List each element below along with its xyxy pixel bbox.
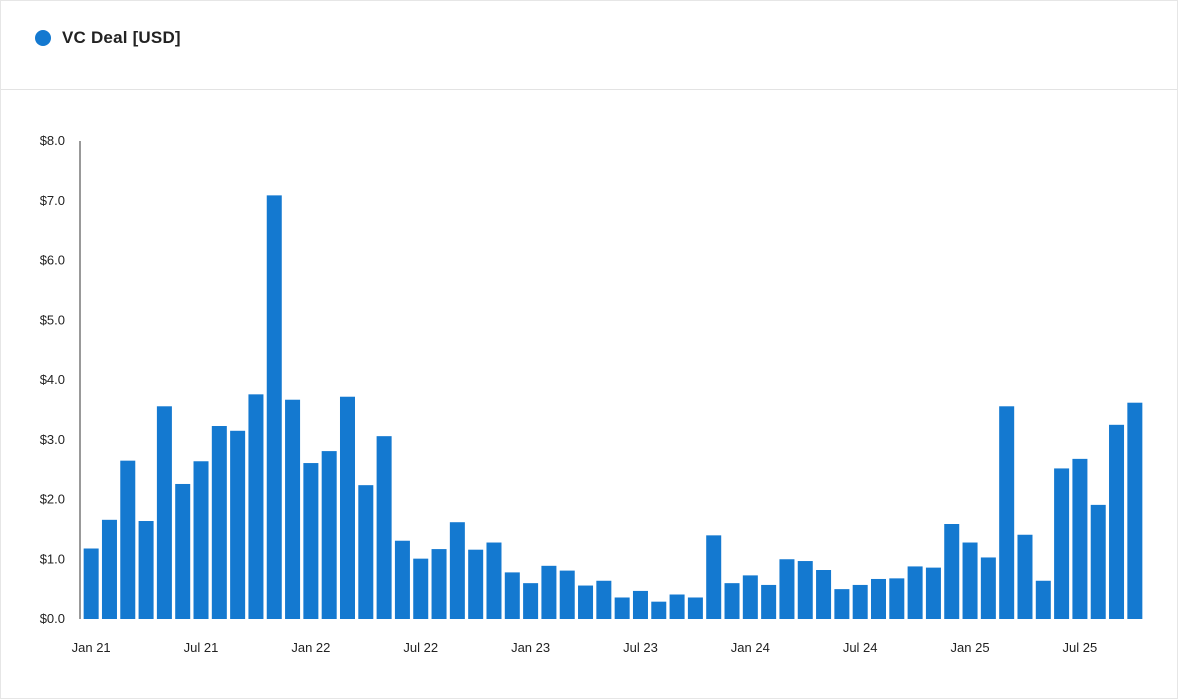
y-tick-label: $7.0 xyxy=(40,193,65,208)
y-axis-ticks: $0.0 $1.0 $2.0 $3.0 $4.0 $5.0 $6.0 $7.0 $8.0 xyxy=(40,133,65,626)
bar[interactable] xyxy=(706,535,722,619)
bar[interactable] xyxy=(449,522,465,619)
bar[interactable] xyxy=(632,590,648,619)
bar[interactable] xyxy=(1054,468,1070,619)
bar[interactable] xyxy=(156,406,172,619)
bar[interactable] xyxy=(999,406,1015,619)
bar[interactable] xyxy=(211,426,227,619)
y-tick-label: $0.0 xyxy=(40,611,65,626)
bar[interactable] xyxy=(1090,504,1106,619)
bar[interactable] xyxy=(468,549,484,619)
bar[interactable] xyxy=(285,399,301,619)
legend-bar: VC Deal [USD] xyxy=(1,1,1177,90)
bar[interactable] xyxy=(1035,580,1051,619)
bar[interactable] xyxy=(852,584,868,619)
bar[interactable] xyxy=(669,594,685,620)
x-tick-label: Jan 24 xyxy=(731,640,770,655)
bars-group xyxy=(83,195,1143,620)
bar[interactable] xyxy=(559,570,575,619)
bar[interactable] xyxy=(193,461,209,619)
bar[interactable] xyxy=(120,460,136,619)
bar[interactable] xyxy=(266,195,282,619)
bar[interactable] xyxy=(431,549,447,619)
bar[interactable] xyxy=(376,436,392,619)
bar[interactable] xyxy=(925,567,941,619)
bar[interactable] xyxy=(1072,458,1088,619)
bar[interactable] xyxy=(944,524,960,619)
bar[interactable] xyxy=(614,597,630,619)
y-tick-label: $6.0 xyxy=(40,253,65,268)
y-tick-label: $5.0 xyxy=(40,312,65,327)
bar[interactable] xyxy=(504,572,520,619)
bar[interactable] xyxy=(248,394,264,619)
y-tick-label: $4.0 xyxy=(40,372,65,387)
bar[interactable] xyxy=(1017,534,1033,619)
x-tick-label: Jul 22 xyxy=(403,640,438,655)
bar[interactable] xyxy=(816,570,832,619)
y-tick-label: $3.0 xyxy=(40,432,65,447)
bar[interactable] xyxy=(651,601,667,619)
x-tick-label: Jan 23 xyxy=(511,640,550,655)
legend-swatch xyxy=(35,30,51,46)
bar[interactable] xyxy=(413,558,429,619)
x-tick-label: Jul 21 xyxy=(184,640,219,655)
bar[interactable] xyxy=(761,584,777,619)
x-tick-label: Jul 23 xyxy=(623,640,658,655)
legend-item-vc-deal[interactable]: VC Deal [USD] xyxy=(35,28,181,48)
y-tick-label: $8.0 xyxy=(40,133,65,148)
bar[interactable] xyxy=(175,483,191,619)
bar[interactable] xyxy=(321,451,337,619)
bar[interactable] xyxy=(101,519,117,619)
bar[interactable] xyxy=(797,561,813,619)
x-tick-label: Jan 22 xyxy=(291,640,330,655)
bar[interactable] xyxy=(230,430,246,619)
bar[interactable] xyxy=(303,463,319,619)
bar[interactable] xyxy=(1127,402,1143,619)
bar[interactable] xyxy=(596,580,612,619)
bar[interactable] xyxy=(358,485,374,619)
bar[interactable] xyxy=(889,578,905,619)
bar[interactable] xyxy=(834,589,850,620)
x-tick-label: Jan 25 xyxy=(951,640,990,655)
bar[interactable] xyxy=(724,583,740,619)
bar[interactable] xyxy=(138,521,154,619)
x-tick-label: Jan 21 xyxy=(72,640,111,655)
legend-label: VC Deal [USD] xyxy=(62,28,181,47)
x-axis-ticks: Jan 21 Jul 21 Jan 22 Jul 22 Jan 23 Jul 23 Jan … xyxy=(72,640,1098,655)
bar[interactable] xyxy=(339,396,355,619)
bar[interactable] xyxy=(687,597,703,619)
bar[interactable] xyxy=(83,548,99,620)
x-tick-label: Jul 24 xyxy=(843,640,878,655)
bar[interactable] xyxy=(980,557,996,619)
bar[interactable] xyxy=(779,559,795,619)
bar[interactable] xyxy=(870,578,886,619)
bar[interactable] xyxy=(578,585,594,619)
x-tick-label: Jul 25 xyxy=(1063,640,1098,655)
bar[interactable] xyxy=(394,540,410,619)
y-tick-label: $2.0 xyxy=(40,492,65,507)
bar[interactable] xyxy=(742,575,758,619)
bar[interactable] xyxy=(523,583,539,619)
bar[interactable] xyxy=(541,565,557,619)
y-tick-label: $1.0 xyxy=(40,551,65,566)
bar[interactable] xyxy=(486,542,502,619)
bar[interactable] xyxy=(907,566,923,619)
bar[interactable] xyxy=(1109,424,1125,619)
bar[interactable] xyxy=(962,542,978,619)
